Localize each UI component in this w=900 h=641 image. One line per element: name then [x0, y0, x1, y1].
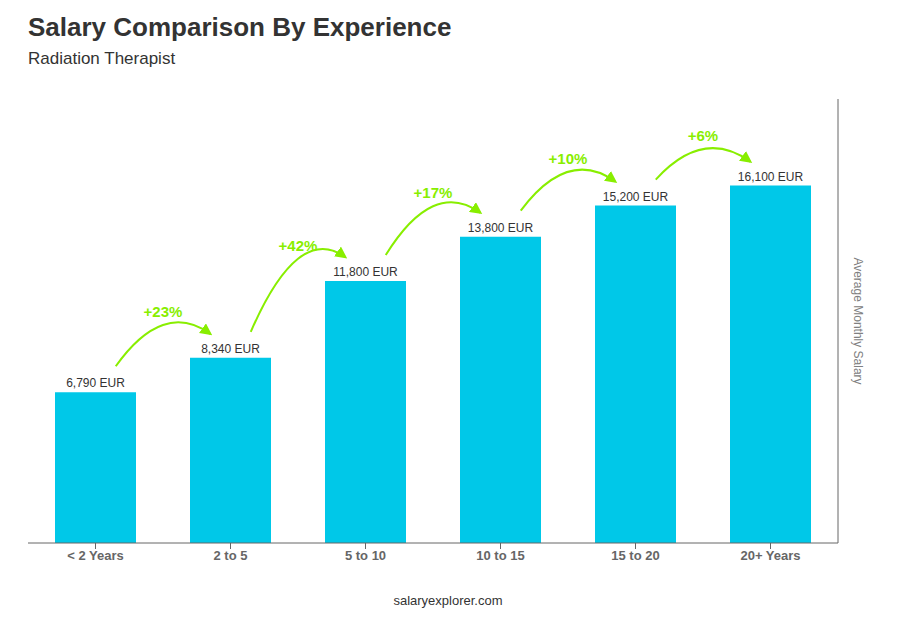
svg-text:+23%: +23% — [144, 303, 183, 320]
html-text:Salary Comparison By Experienc: Salary Comparison By Experience — [28, 12, 452, 42]
html-text:Radiation Therapist: Radiation Therapist — [28, 49, 176, 68]
svg-text:13,800 EUR: 13,800 EUR — [468, 221, 534, 235]
svg-text:20+ Years: 20+ Years — [740, 548, 800, 563]
svg-text:15,200 EUR: 15,200 EUR — [603, 190, 669, 204]
html-text:salaryexplorer.com: salaryexplorer.com — [393, 593, 503, 608]
svg-text:11,800 EUR: 11,800 EUR — [333, 265, 398, 279]
svg-text:2 to 5: 2 to 5 — [214, 548, 248, 563]
svg-text:+17%: +17% — [414, 184, 453, 201]
svg-text:6,790 EUR: 6,790 EUR — [66, 376, 125, 390]
svg-text:8,340 EUR: 8,340 EUR — [201, 342, 260, 356]
svg-text:+6%: +6% — [688, 127, 718, 144]
svg-text:+10%: +10% — [549, 150, 588, 167]
svg-text:16,100 EUR: 16,100 EUR — [738, 170, 804, 184]
svg-text:+42%: +42% — [279, 237, 318, 254]
svg-text:15 to 20: 15 to 20 — [611, 548, 659, 563]
svg-text:< 2 Years: < 2 Years — [67, 548, 124, 563]
svg-text:Average Monthly Salary: Average Monthly Salary — [851, 257, 865, 384]
svg-text:10 to 15: 10 to 15 — [476, 548, 524, 563]
svg-text:5 to 10: 5 to 10 — [345, 548, 386, 563]
